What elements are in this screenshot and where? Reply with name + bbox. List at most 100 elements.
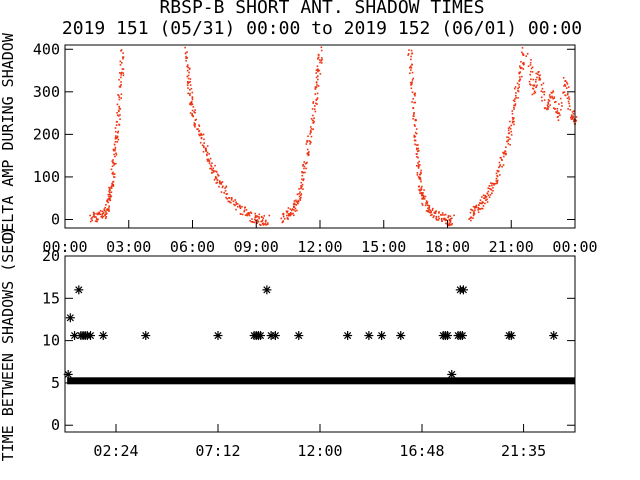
amp-point <box>206 158 209 161</box>
amp-point <box>189 78 192 80</box>
amp-point <box>567 100 570 103</box>
amp-point <box>489 193 492 196</box>
amp-point <box>477 206 480 209</box>
amp-point <box>254 219 257 222</box>
amp-point <box>186 56 189 59</box>
amp-point <box>312 101 315 103</box>
amp-point <box>498 166 500 169</box>
amp-point <box>104 206 107 209</box>
amp-point <box>109 189 111 192</box>
amp-point <box>419 178 422 181</box>
amp-point <box>108 198 111 201</box>
amp-point <box>493 184 495 186</box>
amp-point <box>557 115 559 118</box>
amp-point <box>187 92 189 95</box>
amp-point <box>114 136 117 139</box>
amp-point <box>296 193 299 196</box>
top-y-axis-label: DELTA AMP DURING SHADOW <box>0 32 17 241</box>
amp-point <box>117 130 120 133</box>
amp-point <box>312 114 314 117</box>
amp-point <box>470 208 472 211</box>
amp-point <box>309 129 312 132</box>
amp-point <box>241 213 244 216</box>
amp-point <box>234 199 236 201</box>
amp-point <box>494 182 497 185</box>
amp-point <box>230 199 233 201</box>
amp-point <box>194 123 196 125</box>
amp-point <box>290 211 292 214</box>
amp-point <box>113 143 116 146</box>
amp-point <box>254 218 256 221</box>
amp-point <box>535 86 537 89</box>
amp-point <box>509 143 511 146</box>
amp-point <box>522 54 525 56</box>
amp-point <box>449 215 452 218</box>
amp-point <box>97 218 99 221</box>
amp-point <box>106 208 109 210</box>
amp-point <box>414 135 417 138</box>
amp-point <box>511 121 514 124</box>
amp-point <box>411 71 414 74</box>
amp-point <box>317 70 319 73</box>
amp-point <box>295 201 298 203</box>
amp-point <box>410 69 412 71</box>
amp-point <box>102 212 105 214</box>
top-x-tick-label: 03:00 <box>106 238 151 256</box>
amp-point <box>517 87 519 90</box>
amp-point <box>534 91 537 94</box>
amp-point <box>478 202 481 204</box>
amp-point <box>422 194 424 197</box>
amp-point <box>105 203 107 206</box>
amp-point <box>483 197 486 200</box>
amp-point <box>102 215 104 218</box>
amp-point <box>302 178 305 180</box>
amp-point <box>422 198 424 200</box>
amp-point <box>492 190 494 192</box>
amp-point <box>543 93 546 96</box>
amp-point <box>108 191 111 194</box>
amp-point <box>315 86 318 88</box>
amp-point <box>315 69 318 72</box>
amp-point <box>502 151 504 154</box>
amp-point <box>431 207 434 210</box>
amp-point <box>294 207 297 210</box>
amp-point <box>108 210 110 213</box>
amp-point <box>482 194 485 197</box>
amp-point <box>421 192 424 195</box>
amp-point <box>471 209 473 211</box>
amp-point <box>105 212 108 215</box>
amp-point <box>120 62 123 64</box>
amp-point <box>513 117 515 120</box>
amp-point <box>306 152 309 155</box>
amp-point <box>280 217 283 220</box>
amp-point <box>219 180 221 182</box>
amp-point <box>529 61 532 64</box>
amp-point <box>287 213 290 215</box>
amp-point <box>294 210 297 212</box>
amp-point <box>547 105 549 108</box>
amp-point <box>95 216 97 218</box>
amp-point <box>300 194 302 196</box>
amp-point <box>411 52 414 55</box>
amp-point <box>311 119 314 122</box>
amp-point <box>540 96 543 99</box>
amp-point <box>201 144 204 147</box>
amp-point <box>232 200 235 203</box>
amp-point <box>208 162 211 165</box>
amp-point <box>417 147 420 150</box>
amp-point <box>418 177 421 180</box>
amp-point <box>520 61 522 63</box>
amp-point <box>189 94 191 97</box>
amp-point <box>506 136 508 138</box>
amp-point <box>236 202 239 205</box>
amp-point <box>224 187 226 189</box>
amp-point <box>421 185 423 188</box>
amp-point <box>186 84 189 87</box>
amp-point <box>410 58 412 61</box>
top-y-tick-label: 300 <box>33 83 60 101</box>
amp-point <box>518 72 521 75</box>
amp-point <box>117 138 120 141</box>
amp-point <box>415 164 418 167</box>
amp-point <box>538 76 541 79</box>
amp-point <box>437 219 440 221</box>
